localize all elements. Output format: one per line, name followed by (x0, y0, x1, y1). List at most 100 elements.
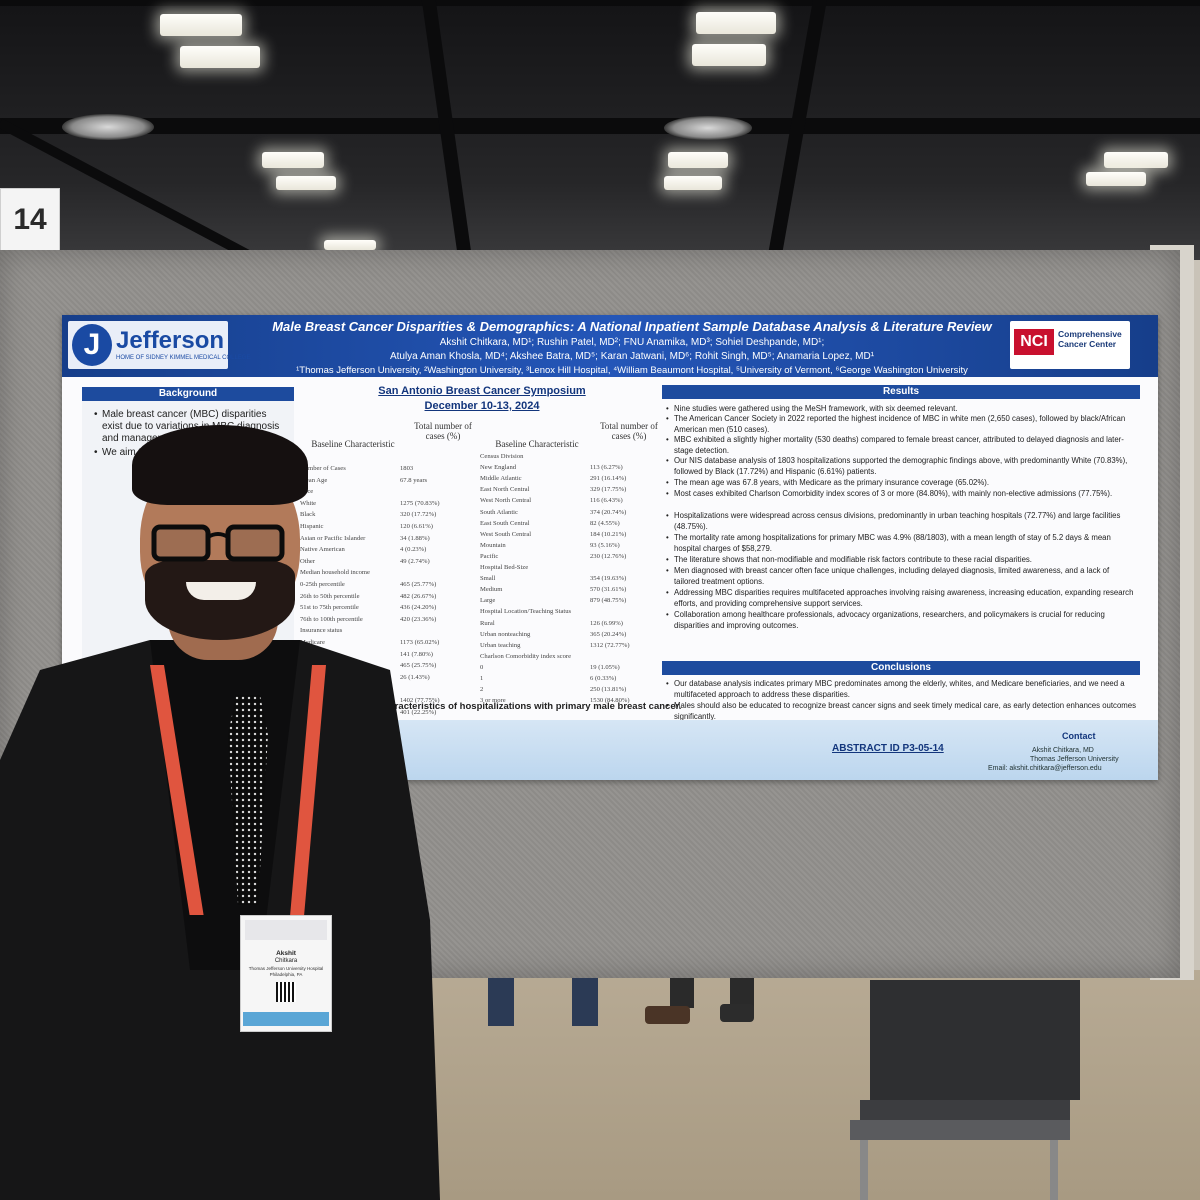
table-right-label: Urban nonteaching (480, 630, 531, 638)
table-left-label: 51st to 75th percentile (300, 604, 359, 612)
poster-authors-line-2: Atulya Aman Khosla, MD⁴; Akshee Batra, M… (389, 351, 875, 362)
table-right-label: Medium (480, 586, 503, 594)
ceiling-vent (62, 114, 154, 140)
table-left-value: 320 (17.72%) (400, 511, 437, 519)
background-heading: Background (82, 387, 294, 401)
symposium-name: San Antonio Breast Cancer Symposium (378, 385, 586, 397)
ceiling-light (180, 46, 260, 68)
table-left-label: Number of Cases (300, 465, 346, 472)
ceiling-light (1104, 152, 1168, 168)
badge-organization: Thomas Jefferson University Hospital (248, 966, 324, 971)
booth-number: 14 (13, 203, 47, 236)
table-right-value: 184 (10.21%) (590, 530, 627, 538)
table-caption: hic characteristics of hospitalizations … (362, 701, 682, 712)
conclusions-bullet: Males should also be educated to recogni… (666, 701, 1136, 722)
table-left-label: White (300, 499, 317, 507)
table-left-label: Black (300, 511, 316, 519)
eyeglasses-icon (151, 524, 285, 562)
table-right-label: 0 (480, 663, 484, 671)
table-right-label: 2 (480, 686, 484, 694)
table-header-right-count: Total number of cases (%) (600, 421, 658, 441)
table-header-left-count: Total number of cases (%) (414, 421, 472, 441)
abstract-id: ABSTRACT ID P3-05-14 (832, 743, 944, 754)
results-bullet: Collaboration among healthcare professio… (666, 610, 1136, 631)
table-header-right: Baseline Characteristic (495, 439, 579, 449)
table-left-value: 120 (6.61%) (400, 523, 433, 530)
results-bullet: The literature shows that non-modifiable… (666, 555, 1136, 566)
table-left-label: Other (300, 557, 316, 565)
table-right-value: 93 (5.16%) (590, 541, 620, 549)
person-beard (145, 560, 295, 640)
jefferson-wordmark: Jefferson (116, 327, 225, 354)
table-left-label: 26th to 50th percentile (300, 592, 360, 600)
table-left-value: 1275 (70.83%) (400, 499, 440, 507)
table-right-label: Hospital Bed-Size (480, 564, 529, 571)
table-right-label: West South Central (480, 530, 532, 538)
ceiling-light (668, 152, 728, 168)
contact-org: Thomas Jefferson University (1030, 756, 1119, 763)
results-bullet: Our NIS database analysis of 1803 hospit… (666, 456, 1136, 477)
table-right-value: 19 (1.05%) (590, 663, 620, 671)
table-right-value: 570 (31.61%) (590, 586, 627, 594)
badge-first-name: Akshit (276, 950, 296, 957)
table-left-value: 1402 (77.75%) (400, 697, 440, 704)
table-right-label: Hospital Location/Teaching Status (480, 608, 572, 616)
table-header-left: Baseline Characteristic (311, 439, 395, 449)
table-right-value: 374 (20.74%) (590, 508, 627, 516)
table-right-value: 291 (16.14%) (590, 475, 627, 483)
table-left-label: Mean Age (300, 476, 328, 484)
badge-last-name: Chitkara (274, 958, 298, 964)
nci-text: Comprehensive Cancer Center (1058, 329, 1122, 349)
demographics-table: Baseline Characteristic Total number of … (298, 381, 666, 721)
table-right-label: Pacific (480, 552, 499, 560)
table-right-value: 879 (48.75%) (590, 597, 627, 605)
table-right-value: 354 (19.63%) (590, 575, 627, 583)
table-left-value: 4 (0.23%) (400, 546, 427, 554)
ceiling-light (262, 152, 324, 168)
ceiling (0, 0, 1200, 269)
contact-name: Akshit Chitkara, MD (1032, 747, 1094, 754)
results-bullet: Men diagnosed with breast cancer often f… (666, 566, 1136, 587)
table-right-label: Charlson Comorbidity index score (480, 652, 572, 660)
table-right-label: East North Central (480, 486, 530, 494)
ceiling-light (696, 12, 776, 34)
person-smile (186, 582, 256, 600)
symposium-dates: December 10-13, 2024 (424, 400, 540, 412)
stacked-chair (850, 980, 1080, 1200)
nci-logo: NCI Comprehensive Cancer Center (1010, 321, 1130, 369)
table-left-label: Median household income (300, 569, 370, 577)
badge-city: Philadelphia, PA (269, 972, 303, 977)
ceiling-truss (0, 0, 1200, 6)
ceiling-truss (0, 118, 1200, 134)
poster-affiliations: ¹Thomas Jefferson University, ²Washingto… (296, 365, 968, 376)
table-right-label: 1 (480, 675, 484, 682)
table-right-value: 126 (6.99%) (590, 619, 623, 627)
table-left-value: 401 (22.25%) (400, 708, 437, 716)
table-right-value: 230 (12.76%) (590, 552, 627, 560)
table-left-value: 1173 (65.02%) (400, 639, 440, 646)
table-left-value: 67.8 years (400, 476, 428, 484)
contact-heading: Contact (1062, 731, 1096, 741)
jefferson-logo: J Jefferson HOME OF SIDNEY KIMMEL MEDICA… (68, 321, 250, 369)
results-bullet: The mortality rate among hospitalization… (666, 533, 1136, 554)
ceiling-light (1086, 172, 1146, 186)
contact-email: Email: akshit.chitkara@jefferson.edu (988, 765, 1102, 772)
table-right-value: 6 (0.33%) (590, 675, 617, 682)
table-right-label: Urban teaching (480, 641, 521, 649)
conclusions-bullet: Our database analysis indicates primary … (666, 679, 1136, 700)
results-bullet: The American Cancer Society in 2022 repo… (666, 414, 1136, 435)
table-right-label: Mountain (480, 541, 506, 549)
jefferson-mark: J (72, 324, 112, 366)
table-right-label: East South Central (480, 519, 530, 527)
nci-badge: NCI (1014, 329, 1054, 355)
table-right-label: New England (480, 464, 517, 472)
results-bullet: Most cases exhibited Charlson Comorbidit… (666, 489, 1136, 500)
conclusions-heading: Conclusions (662, 661, 1140, 675)
badge-header (245, 920, 327, 940)
table-right-value: 250 (13.81%) (590, 686, 627, 694)
poster-authors-line-1: Akshit Chitkara, MD¹; Rushin Patel, MD²;… (439, 337, 825, 348)
ceiling-light (692, 44, 766, 66)
booth-number-card: 14 (0, 188, 60, 252)
table-right-label: West North Central (480, 497, 532, 505)
table-left-label: Native American (300, 546, 345, 554)
